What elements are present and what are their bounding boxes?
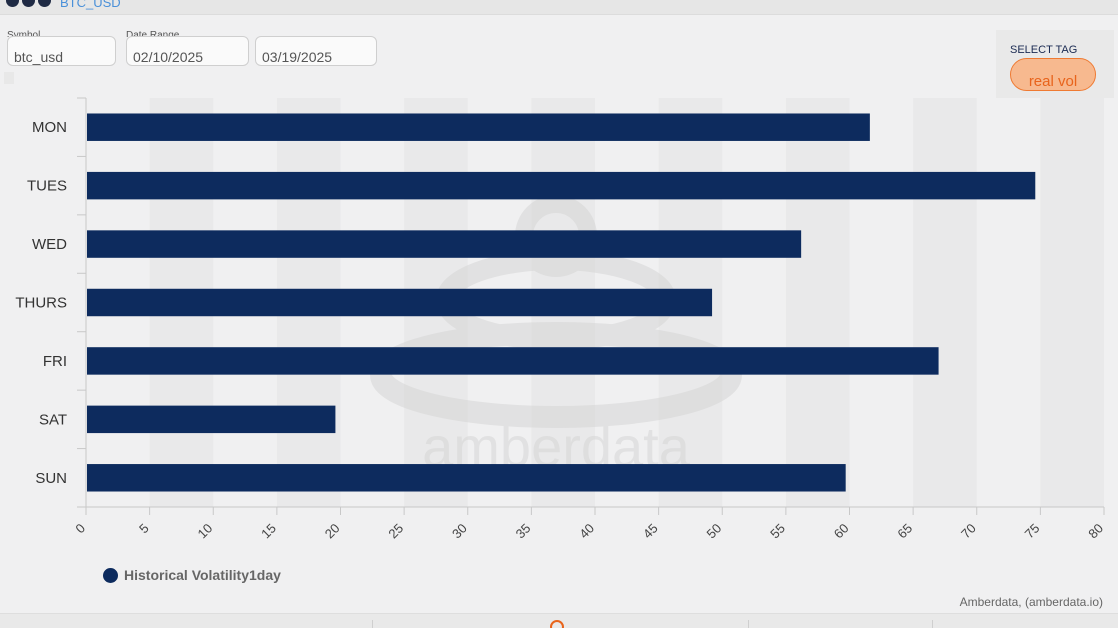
y-tick-label: SUN [35,470,67,487]
footer-bar [0,613,1118,628]
date-start-input[interactable]: 02/10/2025 [126,36,249,66]
x-tick-label: 55 [767,521,788,542]
background-band [785,98,850,507]
watermark-ring [370,322,742,428]
legend[interactable]: Historical Volatility1day [103,567,281,583]
bar [87,464,846,492]
x-tick-label: 80 [1085,521,1106,542]
y-tick-label: SAT [39,411,67,428]
y-tick-label: THURS [15,295,67,312]
footer-divider [372,620,373,628]
bar [87,171,1036,200]
credit-text[interactable]: Amberdata, (amberdata.io) [959,595,1103,609]
x-tick-label: 65 [894,521,915,542]
title-bar: BTC_USD [0,0,1118,15]
date-range-label: Date Range [126,30,180,37]
legend-swatch [103,567,118,583]
x-tick-label: 10 [195,521,216,542]
dot-icon [38,0,51,7]
ticker-title[interactable]: BTC_USD [60,0,121,10]
symbol-input[interactable]: btc_usd [7,36,116,66]
bar [87,347,939,375]
x-tick-label: 30 [449,521,470,542]
x-tick-label: 60 [831,521,852,542]
x-tick-label: 5 [136,521,152,537]
x-tick-label: 75 [1022,521,1043,542]
background-band [1040,98,1104,507]
bar [87,113,870,141]
x-tick-label: 25 [385,521,406,542]
footer-divider [748,620,749,628]
footer-divider [932,620,933,628]
select-tag-label: SELECT TAG [1010,44,1078,56]
bar [87,230,802,258]
background-band [913,98,977,507]
symbol-label: Symbol [7,30,41,37]
y-axis-ticks: MON TUES WED THURS FRI SAT SUN [15,97,86,508]
x-tick-label: 20 [322,521,343,542]
x-tick-label: 50 [704,521,725,542]
bar [87,288,713,317]
x-tick-label: 45 [640,521,661,542]
x-tick-label: 70 [958,521,979,542]
window-dots [6,0,51,7]
y-tick-label: FRI [43,353,67,370]
y-tick-label: MON [32,119,67,136]
x-axis-ticks: 0 5 10 15 20 25 30 35 40 45 50 55 60 65 70 75 80 [72,507,1106,541]
settings-icon[interactable] [550,620,564,628]
legend-label: Historical Volatility1day [124,567,281,583]
dot-icon [22,0,35,7]
y-tick-label: TUES [27,178,67,195]
x-tick-label: 15 [258,521,279,542]
toggle-box[interactable] [4,72,14,84]
tag-pill-real-vol[interactable]: real vol [1010,58,1096,91]
bars [87,113,1036,492]
date-end-input[interactable]: 03/19/2025 [255,36,377,66]
x-tick-label: 0 [72,521,88,537]
x-tick-label: 35 [513,521,534,542]
x-tick-label: 40 [576,521,597,542]
bar [87,405,336,434]
y-tick-label: WED [32,236,67,253]
dot-icon [6,0,19,7]
